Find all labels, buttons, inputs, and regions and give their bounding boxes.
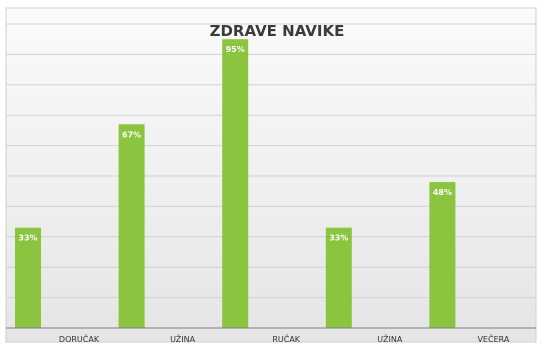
x-tick-label: DORUČAK (59, 333, 100, 344)
x-tick-label: VEČERA (477, 333, 509, 344)
bar (118, 124, 145, 328)
bar-data-label: 48% (433, 188, 452, 197)
x-axis-labels: DORUČAK UŽINA RUČAK UŽINA VEČERA (59, 333, 510, 344)
bar (325, 227, 352, 328)
bar (222, 39, 249, 328)
bars: 33% 67% 95% 33% 48% (15, 39, 456, 328)
bar-data-label: 67% (122, 130, 141, 139)
x-tick-label: RUČAK (272, 333, 300, 344)
bar-data-label: 33% (18, 234, 37, 243)
bar (15, 227, 41, 328)
x-tick-label: UŽINA (170, 333, 196, 344)
x-tick-label: UŽINA (377, 333, 403, 344)
chart-background (5, 7, 537, 343)
chart-title: ZDRAVE NAVIKE (210, 22, 345, 40)
bar-data-label: 95% (226, 45, 245, 54)
bar-data-label: 33% (329, 234, 348, 243)
bar (429, 182, 456, 328)
gridlines (6, 23, 536, 299)
